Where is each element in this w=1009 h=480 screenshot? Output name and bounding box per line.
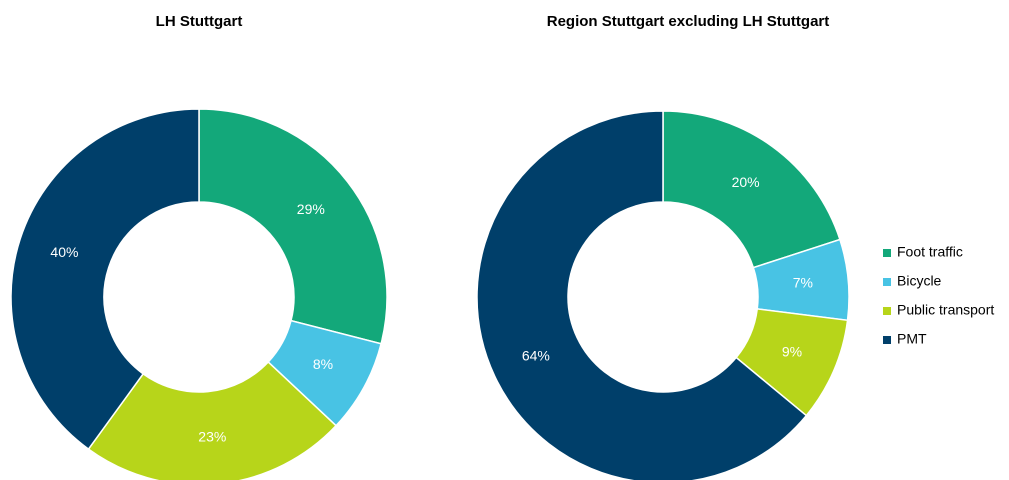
legend-swatch bbox=[883, 307, 891, 315]
data-label: 9% bbox=[782, 344, 802, 360]
chart-title: Region Stuttgart excluding LH Stuttgart bbox=[547, 13, 830, 30]
legend-swatch bbox=[883, 278, 891, 286]
legend-label: Foot traffic bbox=[897, 244, 963, 260]
data-label: 20% bbox=[732, 174, 760, 190]
donut-slice bbox=[10, 108, 200, 451]
legend-label: Bicycle bbox=[897, 273, 942, 289]
legend-swatch bbox=[883, 249, 891, 257]
donut-slice bbox=[476, 110, 808, 480]
chart-title: LH Stuttgart bbox=[156, 13, 243, 30]
data-label: 8% bbox=[313, 356, 333, 372]
legend-swatch bbox=[883, 336, 891, 344]
data-label: 7% bbox=[793, 274, 813, 290]
data-label: 64% bbox=[522, 348, 550, 364]
legend-label: Public transport bbox=[897, 302, 994, 318]
donut-slice bbox=[87, 360, 338, 480]
data-label: 23% bbox=[198, 429, 226, 445]
data-label: 40% bbox=[50, 244, 78, 260]
donut-slice bbox=[662, 110, 841, 269]
donut-slice bbox=[198, 108, 388, 345]
data-label: 29% bbox=[297, 201, 325, 217]
legend-label: PMT bbox=[897, 331, 927, 347]
